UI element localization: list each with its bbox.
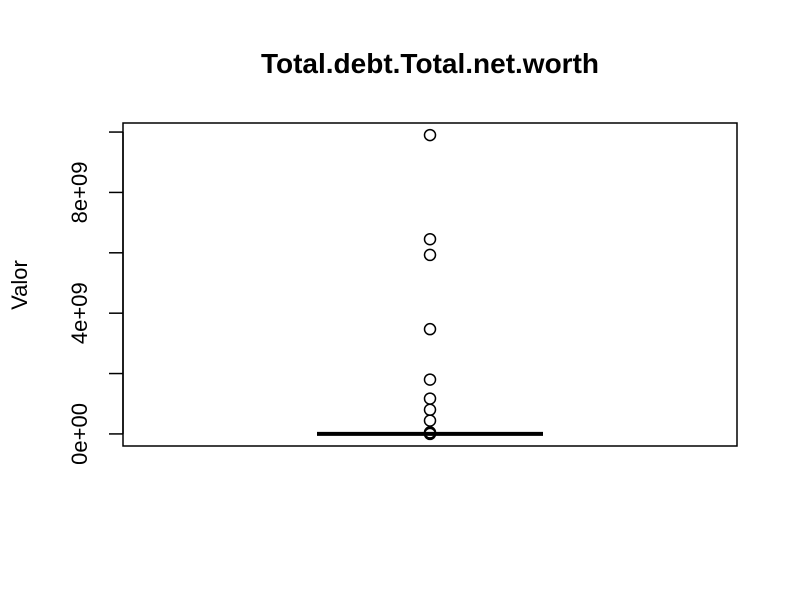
chart-title: Total.debt.Total.net.worth	[261, 48, 599, 79]
outlier-point	[423, 232, 437, 246]
plot-frame	[122, 122, 738, 447]
plot-area	[317, 128, 543, 441]
outlier-point	[423, 248, 437, 262]
outlier-point	[423, 322, 437, 336]
outlier-point	[423, 373, 437, 386]
y-axis: 0e+00 4e+09 8e+09	[67, 131, 124, 465]
y-tick-label: 0e+00	[67, 403, 92, 465]
outlier-point	[423, 403, 437, 417]
outlier-point	[423, 392, 437, 405]
outlier-point	[423, 427, 437, 441]
y-axis-label: Valor	[7, 260, 32, 310]
y-tick-label: 4e+09	[67, 282, 92, 344]
outlier-point	[423, 128, 437, 142]
y-tick-label: 8e+09	[67, 162, 92, 224]
outlier-point	[423, 414, 437, 427]
